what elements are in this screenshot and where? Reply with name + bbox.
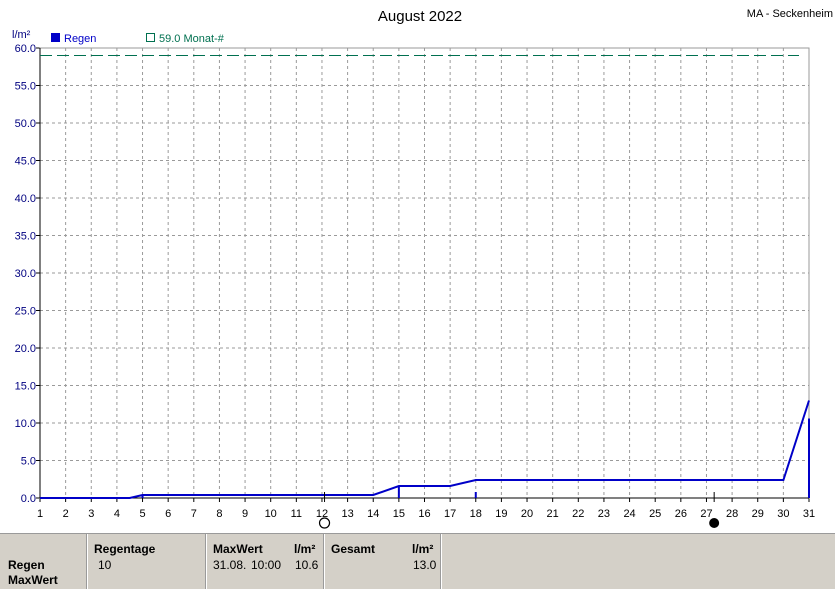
x-tick-label: 13 bbox=[341, 508, 353, 520]
y-tick-label: 30.0 bbox=[15, 268, 36, 280]
maxwert-date: 31.08. bbox=[213, 558, 247, 572]
column-separator bbox=[323, 534, 325, 589]
y-tick-label: 20.0 bbox=[15, 343, 36, 355]
column-separator bbox=[440, 534, 442, 589]
x-tick-label: 28 bbox=[726, 508, 738, 520]
maxwert-header: MaxWert bbox=[213, 542, 263, 556]
x-tick-label: 22 bbox=[572, 508, 584, 520]
x-tick-label: 21 bbox=[547, 508, 559, 520]
regentage-value: 10 bbox=[98, 558, 112, 572]
row-label-regen: Regen bbox=[8, 558, 45, 572]
regentage-header: Regentage bbox=[94, 542, 156, 556]
new-moon-icon bbox=[709, 518, 720, 528]
y-tick-label: 40.0 bbox=[15, 193, 36, 205]
y-tick-label: 50.0 bbox=[15, 118, 36, 130]
x-tick-label: 29 bbox=[752, 508, 764, 520]
x-tick-label: 31 bbox=[803, 508, 815, 520]
summary-panel: Regen MaxWert Regentage 10 MaxWert 31.08… bbox=[0, 533, 835, 589]
y-tick-label: 55.0 bbox=[15, 81, 36, 93]
x-tick-label: 16 bbox=[418, 508, 430, 520]
y-tick-label: 5.0 bbox=[21, 456, 36, 468]
y-tick-label: 45.0 bbox=[15, 156, 36, 168]
y-tick-label: 60.0 bbox=[15, 43, 36, 55]
x-tick-label: 8 bbox=[216, 508, 222, 520]
x-tick-label: 7 bbox=[191, 508, 197, 520]
x-tick-label: 6 bbox=[165, 508, 171, 520]
x-tick-label: 17 bbox=[444, 508, 456, 520]
x-tick-label: 19 bbox=[495, 508, 507, 520]
x-tick-label: 14 bbox=[367, 508, 379, 520]
y-tick-label: 35.0 bbox=[15, 231, 36, 243]
y-tick-label: 25.0 bbox=[15, 306, 36, 318]
y-tick-label: 0.0 bbox=[21, 493, 36, 505]
gesamt-unit-header: l/m² bbox=[412, 542, 434, 556]
gesamt-value: 13.0 bbox=[413, 558, 437, 572]
x-tick-label: 2 bbox=[63, 508, 69, 520]
x-tick-label: 1 bbox=[37, 508, 43, 520]
column-separator bbox=[205, 534, 207, 589]
legend-label-regen: Regen bbox=[64, 33, 96, 45]
maxwert-value: 10.6 bbox=[295, 558, 319, 572]
x-tick-label: 23 bbox=[598, 508, 610, 520]
column-separator bbox=[86, 534, 88, 589]
legend-swatch-monthly bbox=[146, 33, 155, 42]
y-tick-label: 15.0 bbox=[15, 381, 36, 393]
x-tick-label: 27 bbox=[700, 508, 712, 520]
x-tick-label: 24 bbox=[623, 508, 635, 520]
row-label-maxwert: MaxWert bbox=[8, 573, 58, 587]
y-axis-unit: l/m² bbox=[12, 29, 31, 41]
legend-label-monthly: 59.0 Monat-# bbox=[159, 33, 225, 45]
x-tick-label: 4 bbox=[114, 508, 120, 520]
chart-title: August 2022 bbox=[378, 8, 462, 25]
x-tick-label: 10 bbox=[265, 508, 277, 520]
gesamt-header: Gesamt bbox=[331, 542, 376, 556]
x-tick-label: 25 bbox=[649, 508, 661, 520]
full-moon-icon bbox=[318, 517, 331, 529]
x-tick-label: 18 bbox=[470, 508, 482, 520]
rain-chart: 0.0 5.0 10.0 15.0 20.0 25.0 30.0 35.0 40.0 45.0 50… bbox=[12, 8, 833, 529]
y-tick-label: 10.0 bbox=[15, 418, 36, 430]
x-tick-label: 11 bbox=[291, 508, 302, 520]
x-tick-label: 5 bbox=[139, 508, 145, 520]
x-tick-label: 12 bbox=[316, 508, 328, 520]
x-tick-label: 3 bbox=[88, 508, 94, 520]
x-tick-label: 26 bbox=[675, 508, 687, 520]
series-line-regen bbox=[40, 400, 810, 499]
x-tick-label: 20 bbox=[521, 508, 533, 520]
maxwert-time: 10:00 bbox=[251, 558, 282, 572]
x-tick-label: 9 bbox=[242, 508, 248, 520]
maxwert-unit-header: l/m² bbox=[294, 542, 316, 556]
legend-swatch-regen bbox=[51, 33, 60, 42]
station-name: MA - Seckenheim bbox=[747, 8, 833, 20]
x-tick-label: 15 bbox=[393, 508, 405, 520]
x-tick-label: 30 bbox=[777, 508, 789, 520]
